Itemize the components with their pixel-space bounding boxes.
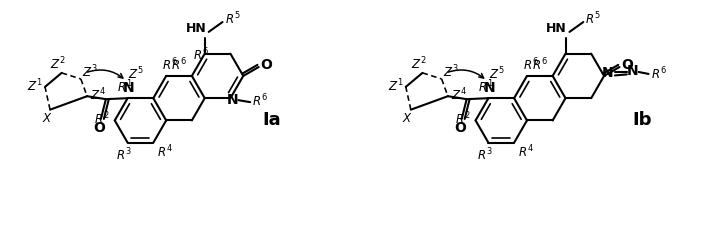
Text: $R^6$: $R^6$: [171, 57, 187, 73]
Text: $R^5$: $R^5$: [585, 11, 601, 27]
Text: O: O: [261, 58, 273, 72]
Text: $R^1$: $R^1$: [477, 79, 493, 96]
Text: $Z^2$: $Z^2$: [411, 56, 426, 72]
Text: $R^2$: $R^2$: [94, 111, 109, 128]
FancyArrowPatch shape: [448, 70, 484, 78]
Text: $R^6$: $R^6$: [193, 47, 209, 63]
Text: $X$: $X$: [403, 112, 413, 125]
Text: $R^6$: $R^6$: [651, 66, 667, 82]
Text: $X$: $X$: [42, 112, 52, 125]
Text: $Z^1$: $Z^1$: [388, 78, 404, 94]
Text: Ia: Ia: [262, 111, 281, 129]
Text: $R^3$: $R^3$: [477, 146, 493, 163]
Text: $R^2$: $R^2$: [455, 111, 470, 128]
Text: $Z^4$: $Z^4$: [90, 87, 106, 104]
Text: $R^6$: $R^6$: [252, 93, 268, 109]
Text: Ib: Ib: [633, 111, 652, 129]
Text: $R^4$: $R^4$: [518, 143, 534, 160]
Text: $R^3$: $R^3$: [116, 146, 132, 163]
Text: $Z^3$: $Z^3$: [443, 64, 458, 80]
Text: $R^5$: $R^5$: [224, 11, 240, 27]
Text: $R^6$: $R^6$: [532, 57, 548, 73]
Text: O: O: [621, 58, 633, 72]
Text: HN: HN: [186, 22, 206, 35]
Text: N: N: [603, 66, 614, 80]
Text: $R^4$: $R^4$: [157, 143, 173, 160]
Text: $Z^5$: $Z^5$: [128, 66, 144, 82]
Text: O: O: [454, 121, 466, 135]
Text: N: N: [226, 93, 238, 107]
Text: O: O: [93, 121, 105, 135]
Text: $R^6$: $R^6$: [162, 57, 178, 73]
Text: N: N: [484, 81, 495, 95]
FancyArrowPatch shape: [88, 70, 123, 78]
Text: HN: HN: [546, 22, 567, 35]
Text: N: N: [123, 81, 134, 95]
Text: $Z^4$: $Z^4$: [451, 87, 467, 104]
Text: $Z^1$: $Z^1$: [27, 78, 43, 94]
Text: $Z^3$: $Z^3$: [82, 64, 98, 80]
Text: $Z^5$: $Z^5$: [489, 66, 505, 82]
Text: $Z^2$: $Z^2$: [50, 56, 65, 72]
Text: $R^6$: $R^6$: [523, 57, 539, 73]
Text: N: N: [627, 64, 638, 78]
Text: $R^1$: $R^1$: [117, 79, 132, 96]
